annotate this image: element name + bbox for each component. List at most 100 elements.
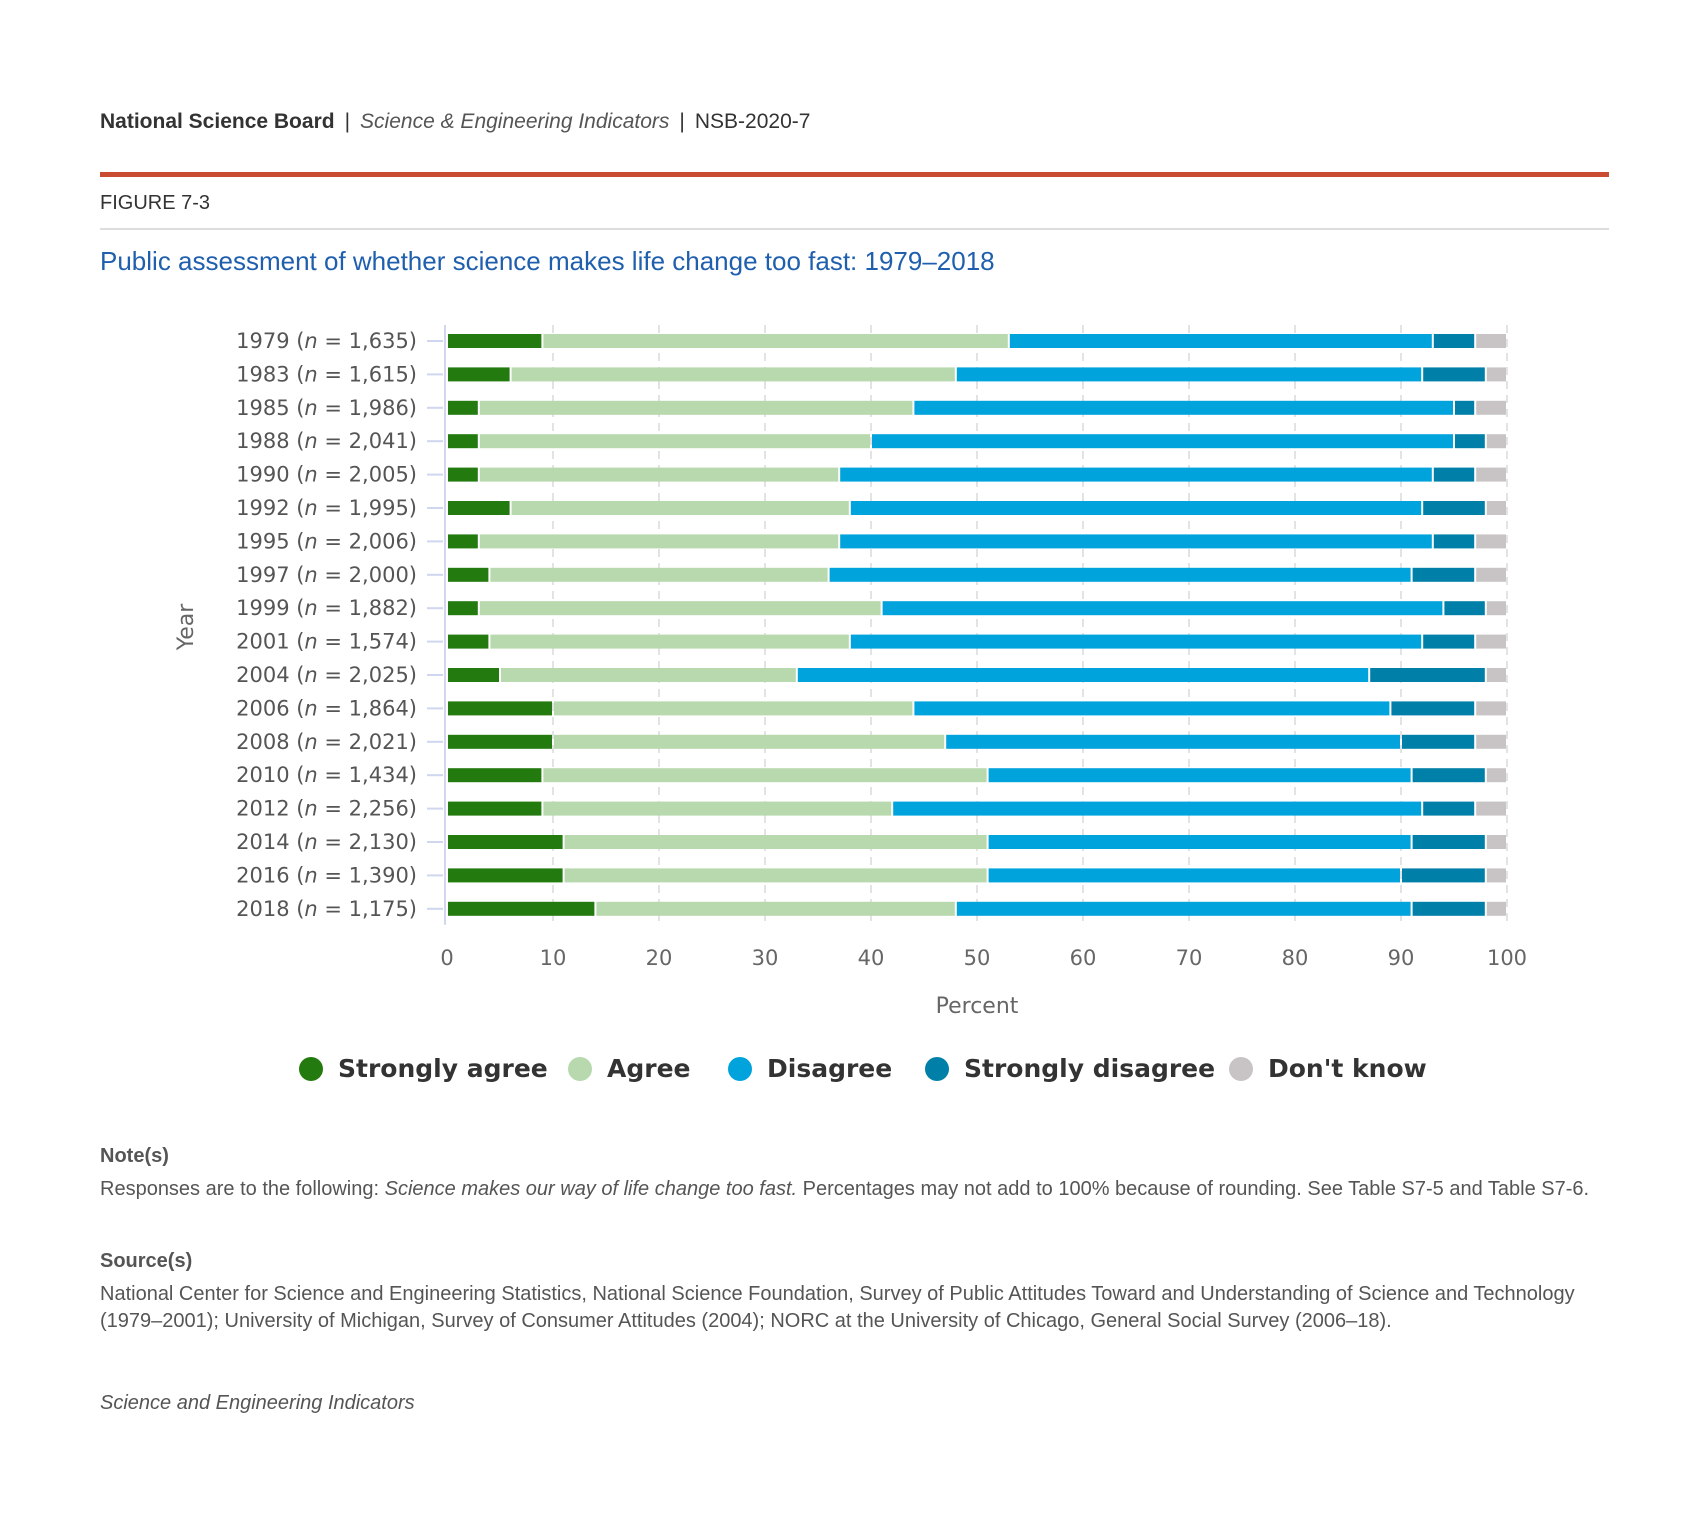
notes-question: Science makes our way of life change too…: [384, 1178, 798, 1200]
x-tick-label: 70: [1176, 946, 1203, 970]
bar-segment-strongly-agree: [448, 367, 510, 382]
y-tick-label: 1983 (n = 1,615): [236, 362, 417, 386]
bar-segment-strongly-agree: [448, 434, 478, 449]
y-tick-label: 1988 (n = 2,041): [236, 429, 417, 453]
figure-label: FIGURE 7-3: [100, 192, 211, 214]
bar-segment-don-t-know: [1486, 601, 1506, 616]
notes-heading: Note(s): [100, 1145, 169, 1167]
bar-segment-strongly-disagree: [1412, 901, 1485, 916]
bar-segment-don-t-know: [1486, 835, 1506, 849]
legend-swatch: [568, 1057, 592, 1081]
bar-segment-don-t-know: [1476, 467, 1506, 482]
bar-segment-strongly-agree: [448, 768, 542, 783]
y-tick-label: 2010 (n = 1,434): [236, 763, 417, 787]
bar-segment-strongly-disagree: [1433, 467, 1475, 482]
bar-segment-don-t-know: [1486, 868, 1506, 883]
bar-segment-strongly-disagree: [1402, 868, 1485, 883]
bar-segment-strongly-agree: [448, 634, 489, 649]
bar-segment-strongly-agree: [448, 534, 478, 549]
y-tick-label: 2001 (n = 1,574): [236, 630, 417, 654]
legend-swatch: [1229, 1057, 1253, 1081]
legend-swatch: [728, 1057, 752, 1081]
bar-segment-strongly-disagree: [1370, 668, 1485, 682]
bar-segment-agree: [554, 701, 913, 716]
bar-segment-strongly-disagree: [1455, 400, 1475, 415]
bar-segment-strongly-disagree: [1412, 567, 1475, 582]
bar-segment-strongly-agree: [448, 868, 563, 883]
bar-segment-agree: [490, 567, 828, 582]
bar-segment-disagree: [797, 668, 1369, 682]
y-tick-label: 1979 (n = 1,635): [236, 329, 417, 353]
bar-segment-strongly-agree: [448, 467, 478, 482]
bar-segment-strongly-agree: [448, 601, 478, 616]
bar-segment-disagree: [893, 801, 1422, 816]
legend-label: Don't know: [1268, 1054, 1427, 1083]
header-rule: [100, 172, 1609, 177]
legend-label: Agree: [607, 1054, 690, 1083]
x-tick-label: 60: [1070, 946, 1097, 970]
bar-segment-don-t-know: [1486, 668, 1506, 682]
legend-label: Disagree: [767, 1054, 892, 1083]
x-axis-title: Percent: [936, 994, 1019, 1019]
bar-segment-strongly-disagree: [1433, 334, 1475, 348]
notes-text-post: Percentages may not add to 100% because …: [797, 1178, 1590, 1200]
bar-segment-agree: [543, 334, 1008, 348]
bar-segment-strongly-disagree: [1402, 734, 1475, 749]
bar-segment-agree: [596, 901, 955, 916]
bar-segment-disagree: [829, 567, 1411, 582]
bar-segment-disagree: [914, 400, 1453, 415]
bar-segment-disagree: [850, 501, 1422, 515]
bar-segment-disagree: [882, 601, 1443, 616]
bar-segment-disagree: [914, 701, 1390, 716]
y-axis-title: Year: [174, 603, 199, 652]
bar-segment-strongly-agree: [448, 801, 542, 816]
y-tick-label: 2012 (n = 2,256): [236, 797, 417, 821]
bar-segment-strongly-agree: [448, 701, 552, 716]
x-tick-label: 0: [440, 946, 453, 970]
bar-segment-disagree: [988, 768, 1411, 783]
notes-text: Responses are to the following: Science …: [100, 1176, 1615, 1203]
bar-segment-strongly-disagree: [1423, 501, 1485, 515]
bar-segment-disagree: [1009, 334, 1432, 348]
y-tick-label: 2018 (n = 1,175): [236, 897, 417, 921]
bar-segment-agree: [479, 534, 839, 549]
publication-name: Science & Engineering Indicators: [360, 110, 670, 133]
chart-title: Public assessment of whether science mak…: [100, 246, 995, 276]
bar-segment-agree: [490, 634, 849, 649]
bar-segment-disagree: [946, 734, 1400, 749]
bar-segment-don-t-know: [1476, 534, 1506, 549]
bar-segment-strongly-agree: [448, 734, 552, 749]
sources-heading: Source(s): [100, 1250, 193, 1272]
bar-segment-agree: [543, 768, 987, 783]
bar-segment-agree: [564, 868, 987, 883]
y-tick-label: 1997 (n = 2,000): [236, 563, 417, 587]
footer-text: Science and Engineering Indicators: [100, 1392, 415, 1414]
bar-segment-strongly-disagree: [1433, 534, 1475, 549]
sources-text: National Center for Science and Engineer…: [100, 1283, 1575, 1332]
bar-segment-don-t-know: [1486, 501, 1506, 515]
bar-segment-agree: [479, 601, 881, 616]
bar-segment-strongly-disagree: [1444, 601, 1485, 616]
legend-label: Strongly disagree: [964, 1054, 1215, 1083]
notes-text-pre: Responses are to the following:: [100, 1178, 385, 1200]
x-tick-label: 20: [646, 946, 673, 970]
y-tick-label: 2008 (n = 2,021): [236, 730, 417, 754]
org-name: National Science Board: [100, 110, 335, 133]
bar-segment-strongly-agree: [448, 334, 542, 348]
bar-segment-strongly-agree: [448, 501, 510, 515]
y-tick-label: 2006 (n = 1,864): [236, 696, 417, 720]
bar-segment-strongly-disagree: [1412, 768, 1485, 783]
bar-segment-disagree: [840, 534, 1432, 549]
bar-segment-strongly-agree: [448, 668, 499, 682]
bar-segment-agree: [501, 668, 796, 682]
x-tick-label: 90: [1388, 946, 1415, 970]
bar-segment-disagree: [850, 634, 1422, 649]
bar-segment-disagree: [988, 835, 1411, 849]
y-tick-label: 1985 (n = 1,986): [236, 396, 417, 420]
bar-segment-disagree: [956, 901, 1411, 916]
bar-segment-strongly-disagree: [1423, 634, 1475, 649]
bar-segment-strongly-disagree: [1423, 801, 1475, 816]
bar-segment-strongly-agree: [448, 400, 478, 415]
y-tick-label: 2014 (n = 2,130): [236, 830, 417, 854]
bar-segment-strongly-disagree: [1455, 434, 1485, 449]
